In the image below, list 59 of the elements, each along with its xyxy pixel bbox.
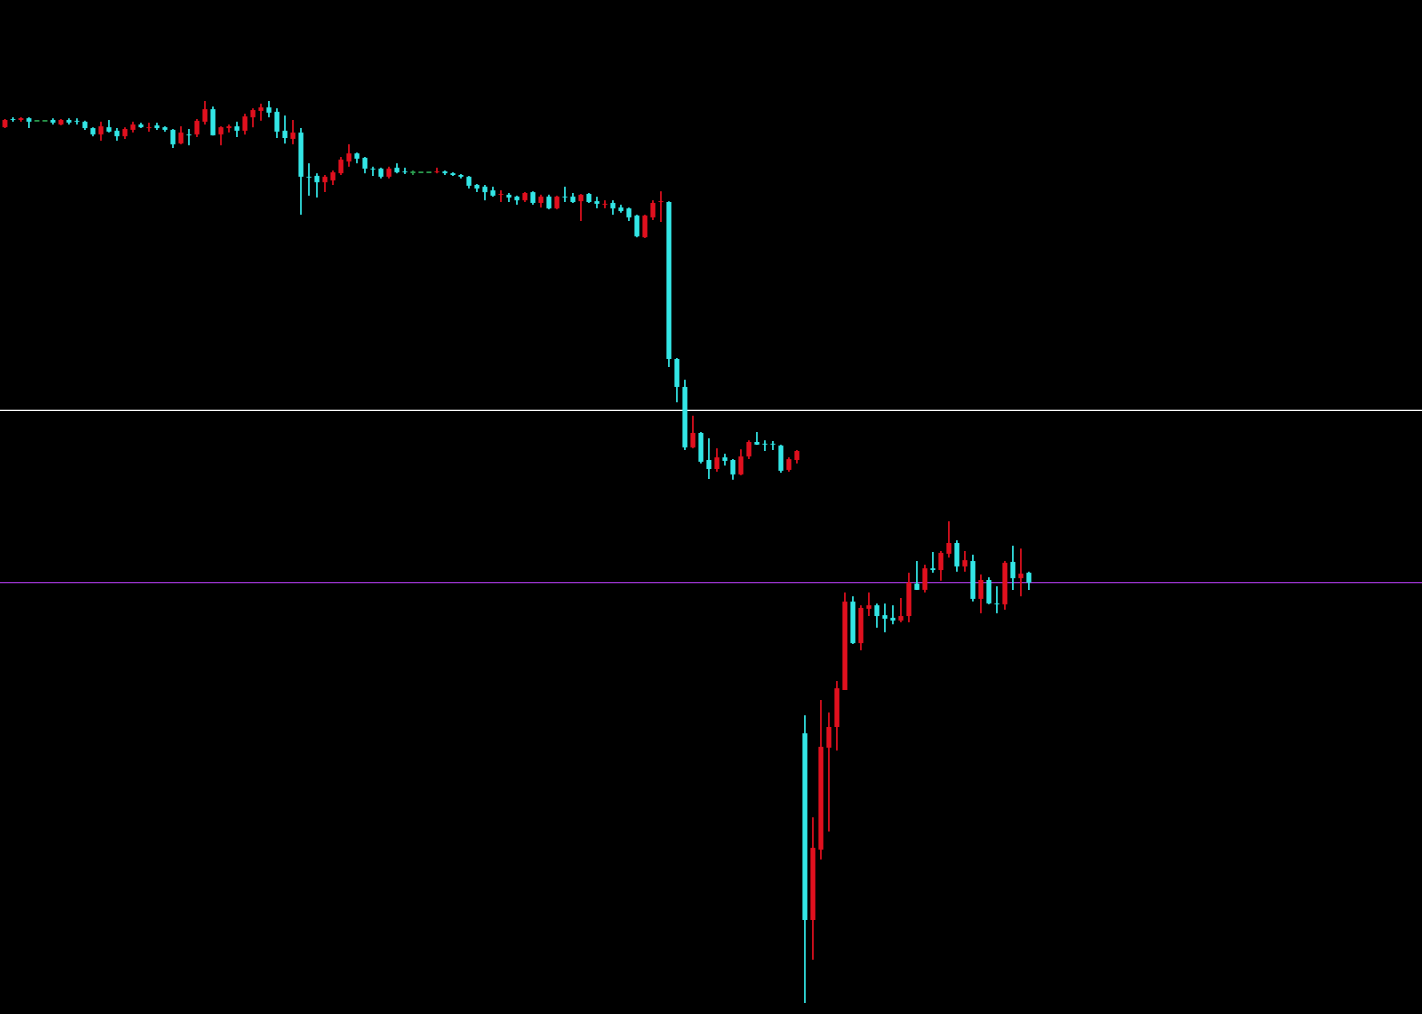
candlestick — [10, 116, 16, 123]
candlestick — [986, 576, 992, 606]
candlestick — [954, 539, 960, 573]
candlestick — [634, 213, 640, 239]
candlestick — [978, 573, 984, 615]
candlestick — [658, 190, 664, 223]
candlestick — [1026, 571, 1032, 591]
candlestick — [202, 100, 208, 126]
candlestick — [498, 189, 504, 203]
candlestick — [746, 439, 752, 460]
candlestick — [562, 185, 568, 203]
candlestick — [770, 440, 776, 451]
candlestick — [402, 166, 408, 175]
candlestick — [650, 199, 656, 221]
candlestick — [314, 172, 320, 199]
candlestick — [994, 585, 1000, 615]
candlestick — [890, 604, 896, 626]
candlestick — [706, 437, 712, 480]
candlestick — [714, 447, 720, 473]
candlestick — [1018, 547, 1024, 598]
candlestick — [258, 102, 264, 122]
candlestick — [602, 199, 608, 210]
candlestick — [738, 448, 744, 477]
candlestick — [194, 118, 200, 138]
candlestick — [962, 550, 968, 573]
candlestick — [290, 119, 296, 146]
candlestick — [762, 439, 768, 452]
candlestick — [578, 193, 584, 222]
candlestick — [186, 128, 192, 147]
candlestick — [306, 162, 312, 197]
candlestick — [690, 414, 696, 450]
candlestick — [922, 563, 928, 594]
candlestick — [946, 520, 952, 559]
candlestick — [178, 125, 184, 146]
candlestick — [930, 551, 936, 574]
candlestick — [1010, 544, 1016, 591]
candlestick — [274, 107, 280, 139]
candlestick — [730, 458, 736, 481]
candlestick — [370, 166, 376, 177]
candlestick — [242, 112, 248, 136]
candlestick — [826, 711, 832, 833]
candlestick — [642, 213, 648, 239]
candlestick — [866, 591, 872, 617]
candlestick — [250, 107, 256, 129]
candlestick — [338, 156, 344, 176]
candlestick — [170, 128, 176, 149]
candlestick — [346, 143, 352, 168]
candlestick — [874, 602, 880, 629]
candlestick — [754, 431, 760, 446]
candlestick — [218, 125, 224, 147]
candlestick — [898, 597, 904, 624]
candlestick — [74, 117, 80, 126]
candlestick — [914, 560, 920, 591]
candlestick — [226, 123, 232, 134]
candlestick — [98, 120, 104, 142]
candlestick — [882, 602, 888, 634]
candlestick — [282, 114, 288, 145]
candlestick — [146, 121, 152, 133]
candlestick — [938, 550, 944, 582]
